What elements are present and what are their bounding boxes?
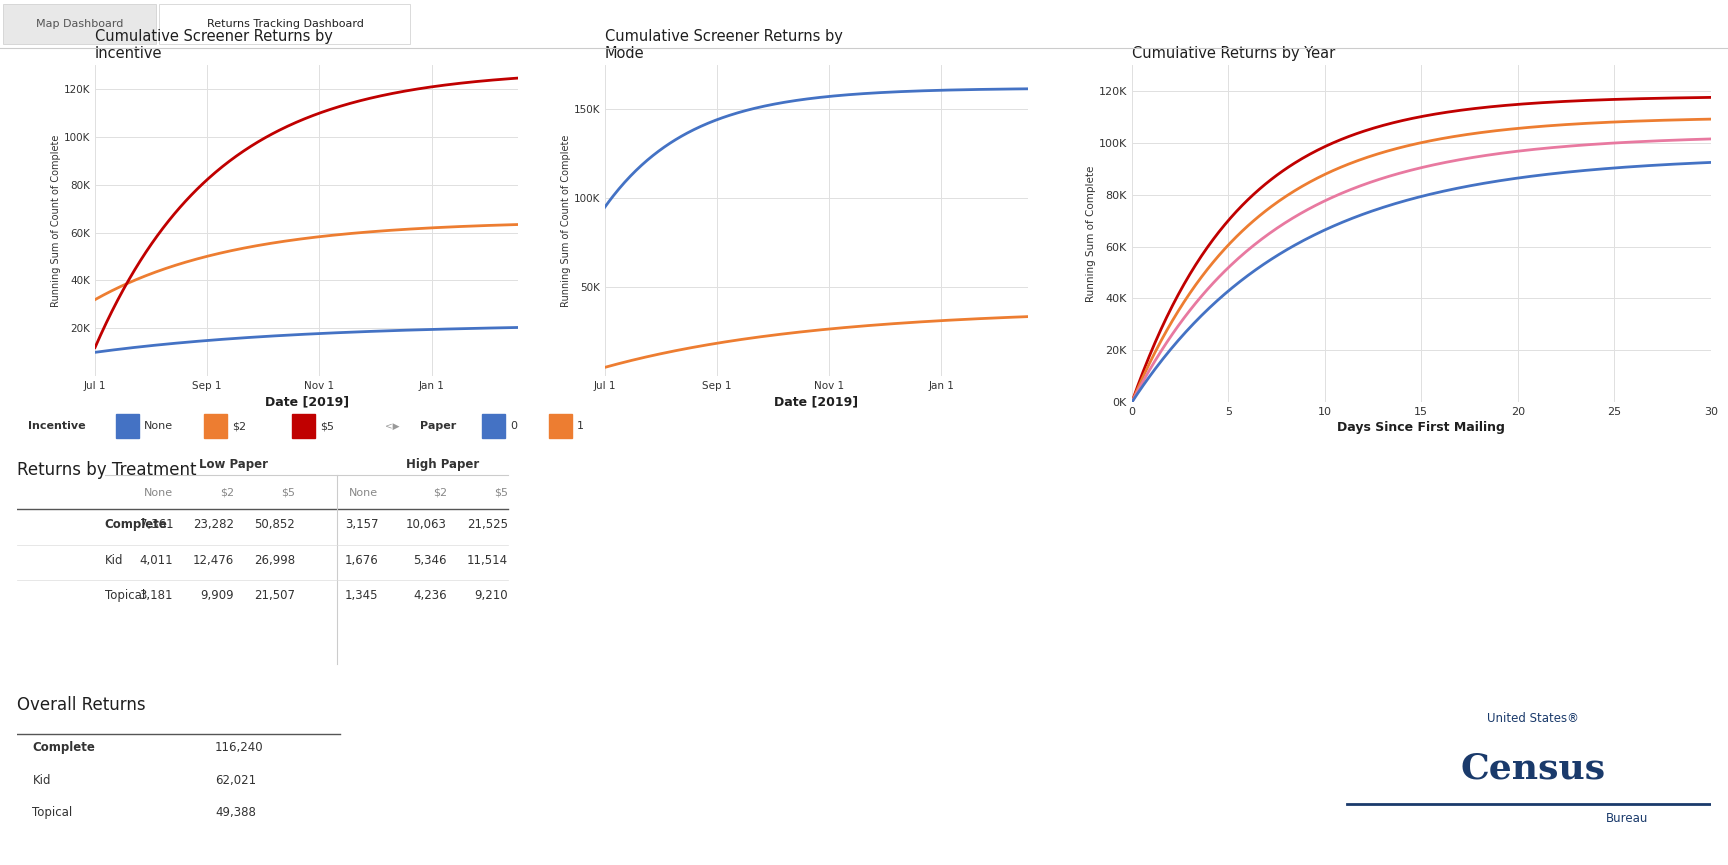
- Y-axis label: Running Sum of Count of Complete: Running Sum of Count of Complete: [560, 134, 570, 307]
- Text: 1,676: 1,676: [344, 554, 378, 567]
- Text: 26,998: 26,998: [254, 554, 295, 567]
- Text: Returns Tracking Dashboard: Returns Tracking Dashboard: [207, 19, 363, 29]
- Text: Complete: Complete: [33, 741, 95, 754]
- Text: 0: 0: [510, 421, 517, 431]
- Text: 5,346: 5,346: [413, 554, 448, 567]
- Text: High Paper: High Paper: [406, 458, 480, 471]
- Text: 12,476: 12,476: [194, 554, 233, 567]
- Text: 3,157: 3,157: [346, 518, 378, 531]
- X-axis label: Date [2019]: Date [2019]: [774, 395, 859, 408]
- Text: 62,021: 62,021: [214, 773, 256, 787]
- Text: $2: $2: [432, 488, 448, 498]
- Text: 4,011: 4,011: [140, 554, 173, 567]
- Text: 21,525: 21,525: [467, 518, 508, 531]
- Text: 49,388: 49,388: [214, 806, 256, 819]
- Text: Complete: Complete: [105, 518, 168, 531]
- Text: Kid: Kid: [105, 554, 123, 567]
- Text: $2: $2: [219, 488, 233, 498]
- Text: 21,507: 21,507: [254, 589, 295, 602]
- Text: $2: $2: [232, 421, 245, 431]
- Text: Topical: Topical: [105, 589, 145, 602]
- Text: <▶: <▶: [385, 421, 399, 431]
- X-axis label: Date [2019]: Date [2019]: [264, 395, 349, 408]
- FancyBboxPatch shape: [3, 3, 156, 44]
- Bar: [204, 413, 226, 439]
- Text: 9,210: 9,210: [473, 589, 508, 602]
- Bar: [292, 413, 314, 439]
- Text: $5: $5: [494, 488, 508, 498]
- Text: Map Dashboard: Map Dashboard: [36, 19, 123, 29]
- Text: None: None: [143, 488, 173, 498]
- Text: 50,852: 50,852: [254, 518, 295, 531]
- Y-axis label: Running Sum of Complete: Running Sum of Complete: [1085, 165, 1096, 302]
- Bar: [550, 413, 572, 439]
- Text: Cumulative Screener Returns by
Mode: Cumulative Screener Returns by Mode: [605, 29, 843, 61]
- Text: 11,514: 11,514: [467, 554, 508, 567]
- Text: 7,361: 7,361: [140, 518, 173, 531]
- Text: 9,909: 9,909: [200, 589, 233, 602]
- Y-axis label: Running Sum of Count of Complete: Running Sum of Count of Complete: [50, 134, 60, 307]
- Text: 10,063: 10,063: [406, 518, 448, 531]
- FancyBboxPatch shape: [159, 3, 410, 44]
- X-axis label: Days Since First Mailing: Days Since First Mailing: [1337, 421, 1505, 434]
- Text: 23,282: 23,282: [194, 518, 233, 531]
- Text: Cumulative Screener Returns by
Incentive: Cumulative Screener Returns by Incentive: [95, 29, 334, 61]
- Text: Kid: Kid: [33, 773, 52, 787]
- Text: None: None: [349, 488, 378, 498]
- Text: None: None: [143, 421, 173, 431]
- Bar: [482, 413, 505, 439]
- Text: 3,181: 3,181: [140, 589, 173, 602]
- Bar: [116, 413, 138, 439]
- Text: Returns by Treatment: Returns by Treatment: [17, 461, 197, 478]
- Text: Low Paper: Low Paper: [199, 458, 268, 471]
- Text: $5: $5: [280, 488, 295, 498]
- Text: Census: Census: [1460, 752, 1605, 785]
- Text: Cumulative Returns by Year: Cumulative Returns by Year: [1132, 46, 1336, 61]
- Text: $5: $5: [320, 421, 334, 431]
- Text: Incentive: Incentive: [28, 421, 85, 431]
- Text: 1,345: 1,345: [346, 589, 378, 602]
- Text: Topical: Topical: [33, 806, 73, 819]
- Text: Paper: Paper: [420, 421, 456, 431]
- Text: United States®: United States®: [1488, 712, 1579, 725]
- Text: Bureau: Bureau: [1605, 812, 1649, 825]
- Text: 116,240: 116,240: [214, 741, 264, 754]
- Text: 1: 1: [577, 421, 584, 431]
- Text: Overall Returns: Overall Returns: [17, 696, 145, 714]
- Text: 4,236: 4,236: [413, 589, 448, 602]
